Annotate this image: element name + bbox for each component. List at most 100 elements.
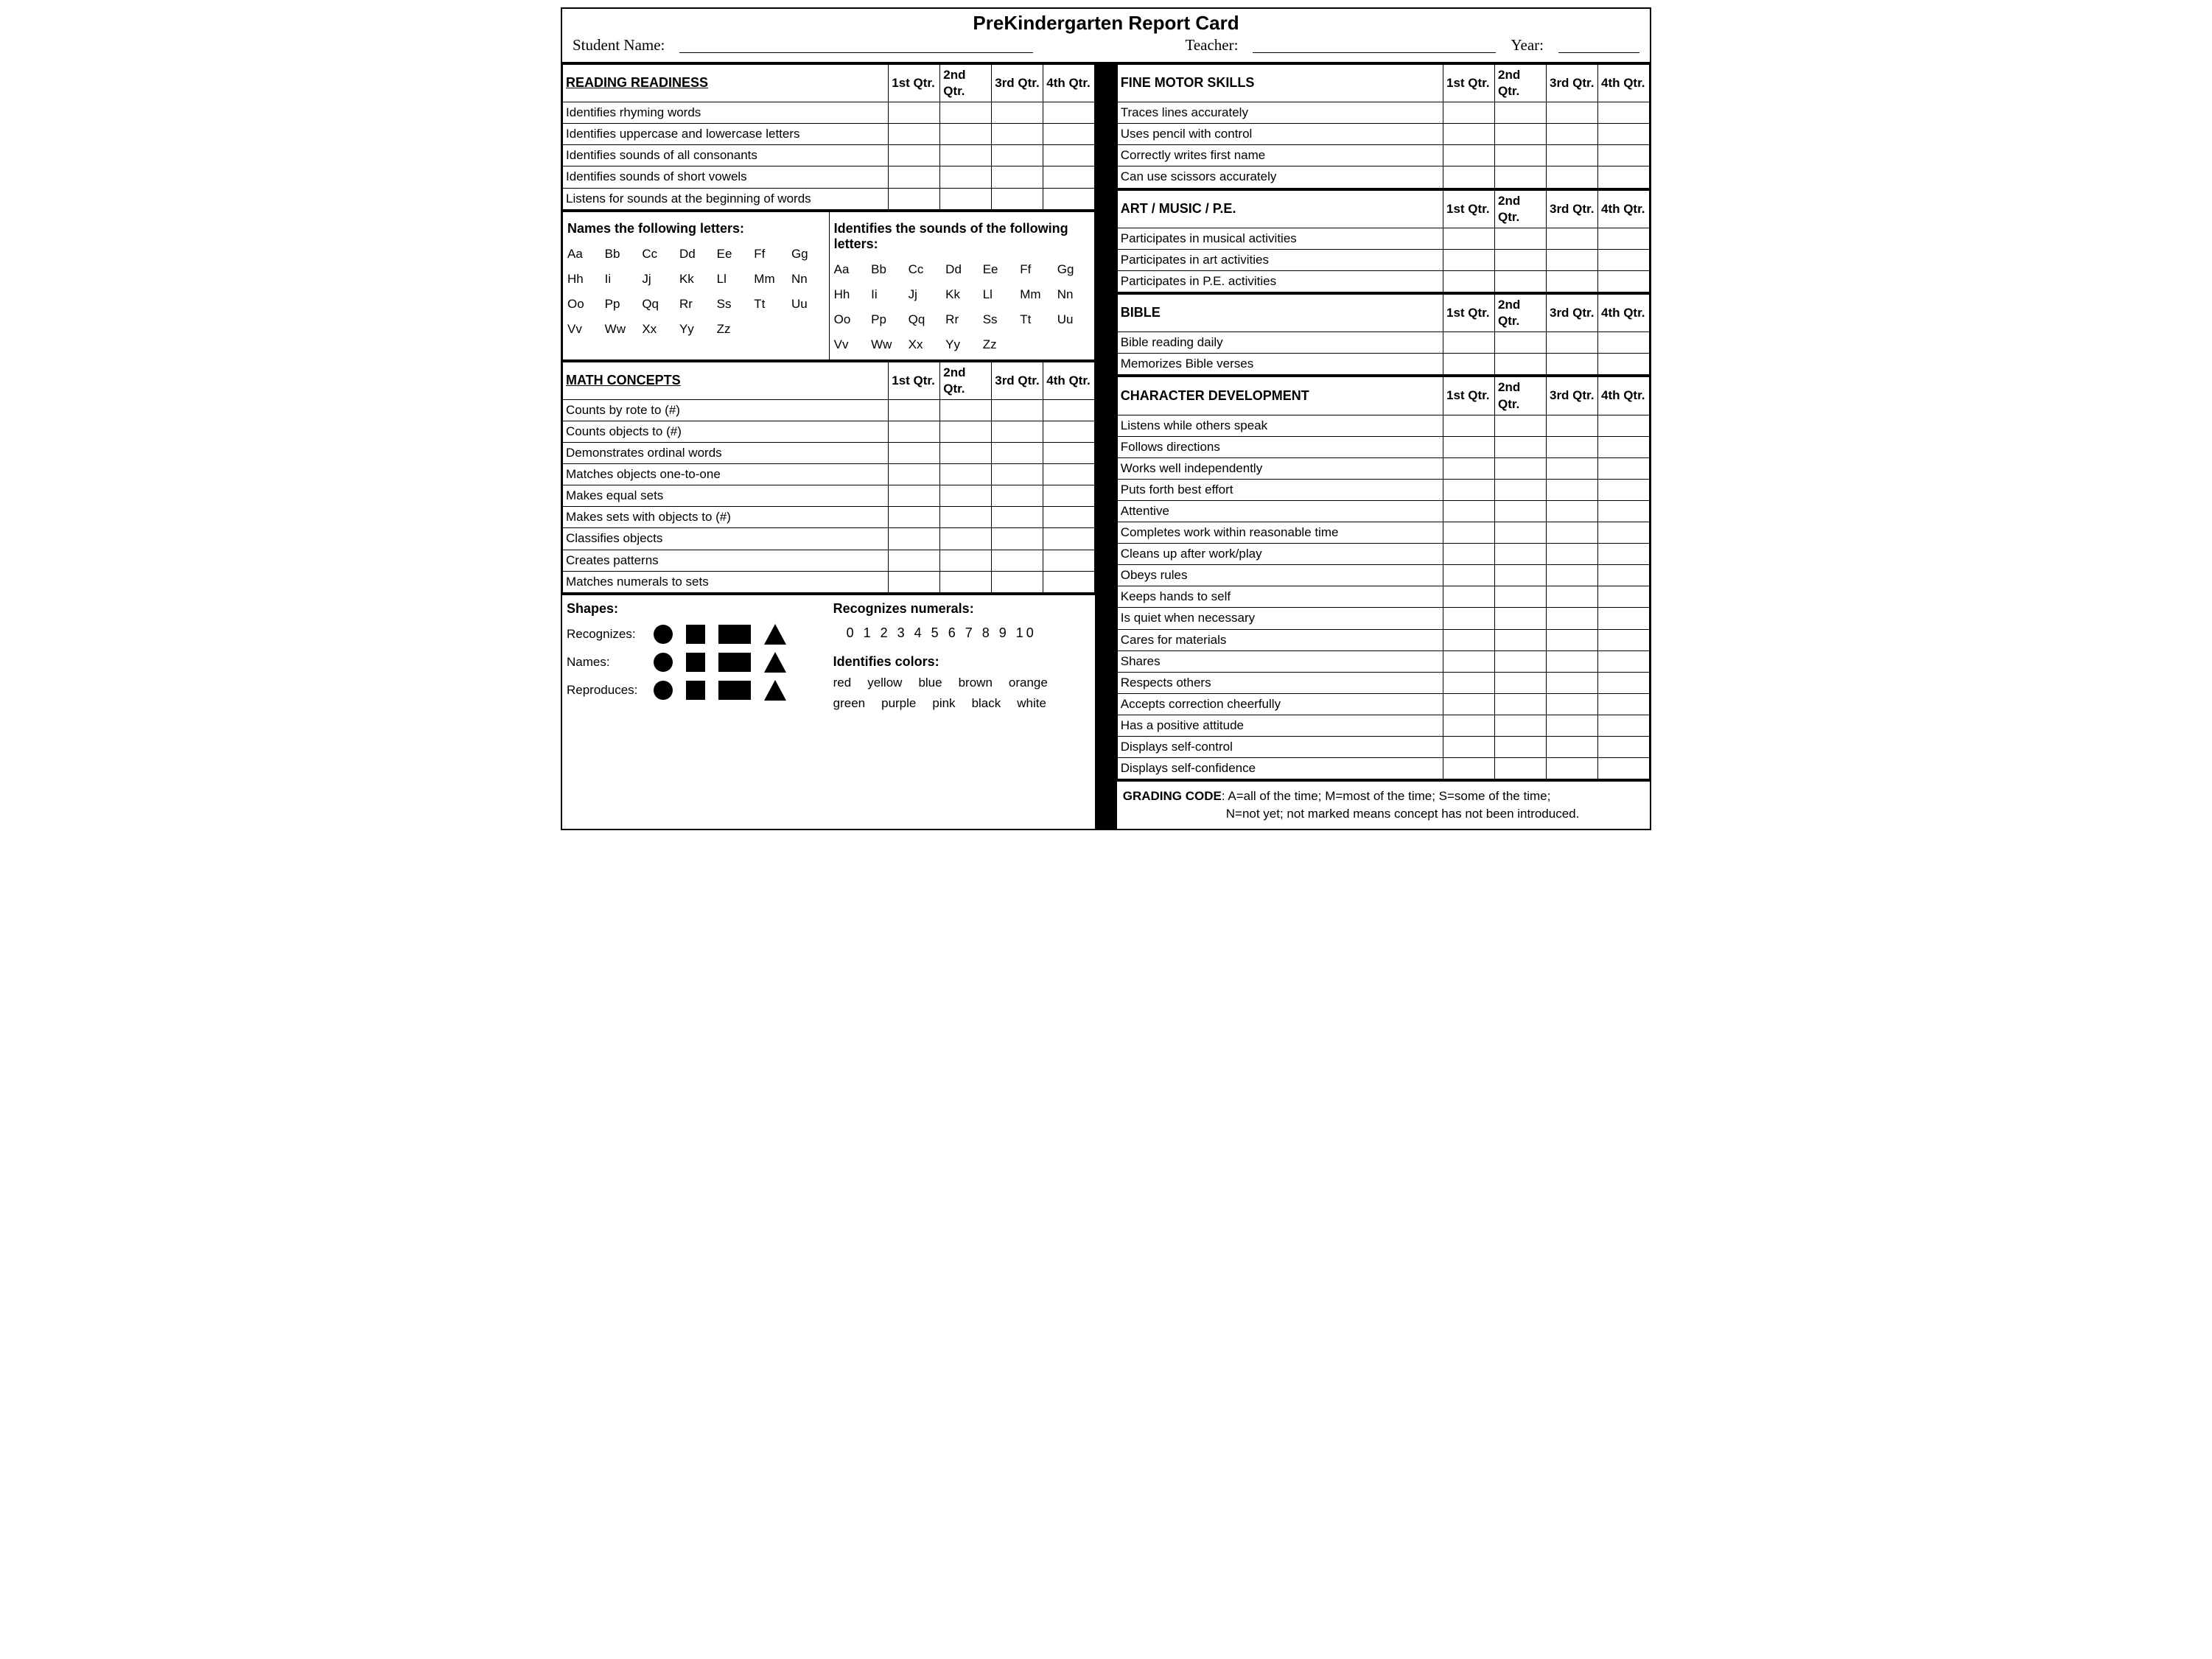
grade-cell[interactable]: [1043, 507, 1095, 528]
grade-cell[interactable]: [1597, 332, 1649, 354]
grade-cell[interactable]: [1546, 166, 1597, 188]
grade-cell[interactable]: [992, 571, 1043, 592]
grade-cell[interactable]: [1546, 457, 1597, 479]
grade-cell[interactable]: [1043, 188, 1095, 209]
grade-cell[interactable]: [992, 124, 1043, 145]
grade-cell[interactable]: [1443, 565, 1494, 586]
grade-cell[interactable]: [1494, 522, 1546, 544]
grade-cell[interactable]: [992, 166, 1043, 188]
grade-cell[interactable]: [1494, 102, 1546, 124]
grade-cell[interactable]: [1443, 544, 1494, 565]
grade-cell[interactable]: [1443, 629, 1494, 650]
grade-cell[interactable]: [889, 443, 940, 464]
grade-cell[interactable]: [940, 485, 992, 507]
grade-cell[interactable]: [1443, 500, 1494, 522]
grade-cell[interactable]: [1043, 571, 1095, 592]
grade-cell[interactable]: [940, 188, 992, 209]
grade-cell[interactable]: [1597, 629, 1649, 650]
grade-cell[interactable]: [1443, 228, 1494, 249]
grade-cell[interactable]: [1494, 758, 1546, 779]
grade-cell[interactable]: [1546, 608, 1597, 629]
grade-cell[interactable]: [889, 528, 940, 550]
grade-cell[interactable]: [992, 528, 1043, 550]
grade-cell[interactable]: [1494, 479, 1546, 500]
teacher-blank[interactable]: [1253, 36, 1496, 53]
grade-cell[interactable]: [1546, 758, 1597, 779]
year-blank[interactable]: [1558, 36, 1639, 53]
grade-cell[interactable]: [1043, 443, 1095, 464]
grade-cell[interactable]: [992, 188, 1043, 209]
grade-cell[interactable]: [1494, 124, 1546, 145]
grade-cell[interactable]: [1546, 270, 1597, 292]
grade-cell[interactable]: [889, 166, 940, 188]
grade-cell[interactable]: [1546, 650, 1597, 672]
grade-cell[interactable]: [1494, 332, 1546, 354]
grade-cell[interactable]: [1494, 608, 1546, 629]
grade-cell[interactable]: [1546, 332, 1597, 354]
grade-cell[interactable]: [992, 485, 1043, 507]
grade-cell[interactable]: [940, 124, 992, 145]
grade-cell[interactable]: [940, 443, 992, 464]
grade-cell[interactable]: [1546, 544, 1597, 565]
grade-cell[interactable]: [940, 528, 992, 550]
grade-cell[interactable]: [1043, 485, 1095, 507]
grade-cell[interactable]: [889, 464, 940, 485]
grade-cell[interactable]: [1443, 737, 1494, 758]
grade-cell[interactable]: [1546, 522, 1597, 544]
grade-cell[interactable]: [1546, 693, 1597, 715]
grade-cell[interactable]: [1043, 166, 1095, 188]
grade-cell[interactable]: [1443, 479, 1494, 500]
grade-cell[interactable]: [1597, 228, 1649, 249]
grade-cell[interactable]: [1443, 332, 1494, 354]
grade-cell[interactable]: [1443, 354, 1494, 375]
grade-cell[interactable]: [1043, 550, 1095, 571]
grade-cell[interactable]: [940, 464, 992, 485]
grade-cell[interactable]: [1494, 737, 1546, 758]
grade-cell[interactable]: [1597, 672, 1649, 693]
grade-cell[interactable]: [1597, 415, 1649, 436]
grade-cell[interactable]: [1443, 758, 1494, 779]
grade-cell[interactable]: [1494, 544, 1546, 565]
grade-cell[interactable]: [1494, 650, 1546, 672]
grade-cell[interactable]: [1597, 249, 1649, 270]
grade-cell[interactable]: [1443, 166, 1494, 188]
grade-cell[interactable]: [1443, 693, 1494, 715]
grade-cell[interactable]: [1546, 228, 1597, 249]
grade-cell[interactable]: [1494, 436, 1546, 457]
grade-cell[interactable]: [889, 550, 940, 571]
grade-cell[interactable]: [992, 507, 1043, 528]
grade-cell[interactable]: [889, 145, 940, 166]
grade-cell[interactable]: [1494, 565, 1546, 586]
grade-cell[interactable]: [1597, 166, 1649, 188]
grade-cell[interactable]: [889, 102, 940, 124]
grade-cell[interactable]: [1494, 354, 1546, 375]
grade-cell[interactable]: [1597, 693, 1649, 715]
grade-cell[interactable]: [1443, 608, 1494, 629]
grade-cell[interactable]: [940, 399, 992, 421]
grade-cell[interactable]: [1597, 145, 1649, 166]
grade-cell[interactable]: [1546, 500, 1597, 522]
grade-cell[interactable]: [1597, 586, 1649, 608]
grade-cell[interactable]: [1443, 522, 1494, 544]
grade-cell[interactable]: [1443, 270, 1494, 292]
grade-cell[interactable]: [1546, 672, 1597, 693]
grade-cell[interactable]: [1443, 672, 1494, 693]
grade-cell[interactable]: [1494, 629, 1546, 650]
grade-cell[interactable]: [889, 485, 940, 507]
grade-cell[interactable]: [1546, 145, 1597, 166]
grade-cell[interactable]: [1597, 270, 1649, 292]
grade-cell[interactable]: [1043, 145, 1095, 166]
grade-cell[interactable]: [940, 166, 992, 188]
grade-cell[interactable]: [1597, 102, 1649, 124]
grade-cell[interactable]: [1443, 102, 1494, 124]
grade-cell[interactable]: [1494, 145, 1546, 166]
grade-cell[interactable]: [1494, 715, 1546, 736]
grade-cell[interactable]: [1597, 758, 1649, 779]
grade-cell[interactable]: [1546, 354, 1597, 375]
grade-cell[interactable]: [1443, 650, 1494, 672]
grade-cell[interactable]: [1043, 399, 1095, 421]
grade-cell[interactable]: [1597, 124, 1649, 145]
grade-cell[interactable]: [940, 102, 992, 124]
grade-cell[interactable]: [992, 399, 1043, 421]
grade-cell[interactable]: [1546, 479, 1597, 500]
